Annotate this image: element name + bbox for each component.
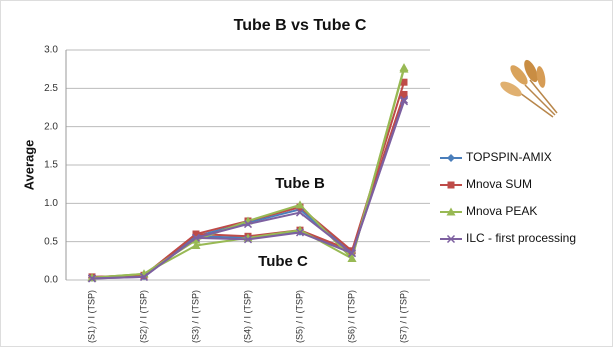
x-tick-label: (S3) / I (TSP) [190, 290, 200, 343]
x-tick-label: (S1) / I (TSP) [86, 290, 96, 343]
marker [447, 154, 455, 162]
y-tick-label: 1.5 [44, 160, 58, 171]
y-axis-title: Average [21, 140, 36, 191]
marker [400, 90, 408, 98]
marker [87, 274, 97, 283]
marker [295, 228, 305, 237]
legend-label: Mnova SUM [466, 177, 532, 191]
legend-label: Mnova PEAK [466, 204, 537, 218]
y-tick-label: 3.0 [44, 45, 58, 56]
y-tick-label: 1.0 [44, 198, 58, 209]
marker [192, 230, 200, 238]
y-tick-label: 0.0 [44, 275, 58, 286]
marker [399, 97, 409, 106]
x-tick-label: (S2) / I (TSP) [138, 290, 148, 343]
x-tick-label: (S7) / I (TSP) [398, 290, 408, 343]
marker [347, 254, 357, 263]
annotation: Tube C [258, 253, 308, 270]
x-tick-label: (S5) / I (TSP) [294, 290, 304, 343]
marker [447, 181, 455, 189]
marker [446, 207, 456, 216]
marker [191, 235, 201, 244]
marker [400, 78, 408, 86]
marker [295, 208, 305, 217]
legend-label: TOPSPIN-AMIX [466, 150, 552, 164]
marker [243, 235, 253, 244]
marker [295, 225, 305, 234]
annotation: Tube B [275, 175, 325, 192]
chart-title: Tube B vs Tube C [234, 17, 367, 34]
marker [347, 249, 357, 258]
y-tick-label: 2.0 [44, 121, 58, 132]
marker [446, 234, 456, 244]
wheat-icon [500, 59, 558, 118]
marker [399, 64, 409, 73]
marker [399, 95, 409, 104]
legend-label: ILC - first processing [466, 231, 576, 245]
x-tick-label: (S6) / I (TSP) [346, 290, 356, 343]
marker [191, 233, 201, 242]
marker [139, 272, 149, 281]
marker [295, 200, 305, 209]
y-tick-label: 0.5 [44, 236, 58, 247]
marker [191, 241, 201, 249]
x-tick-label: (S4) / I (TSP) [242, 290, 252, 343]
marker [243, 220, 253, 229]
y-tick-label: 2.5 [44, 83, 58, 94]
